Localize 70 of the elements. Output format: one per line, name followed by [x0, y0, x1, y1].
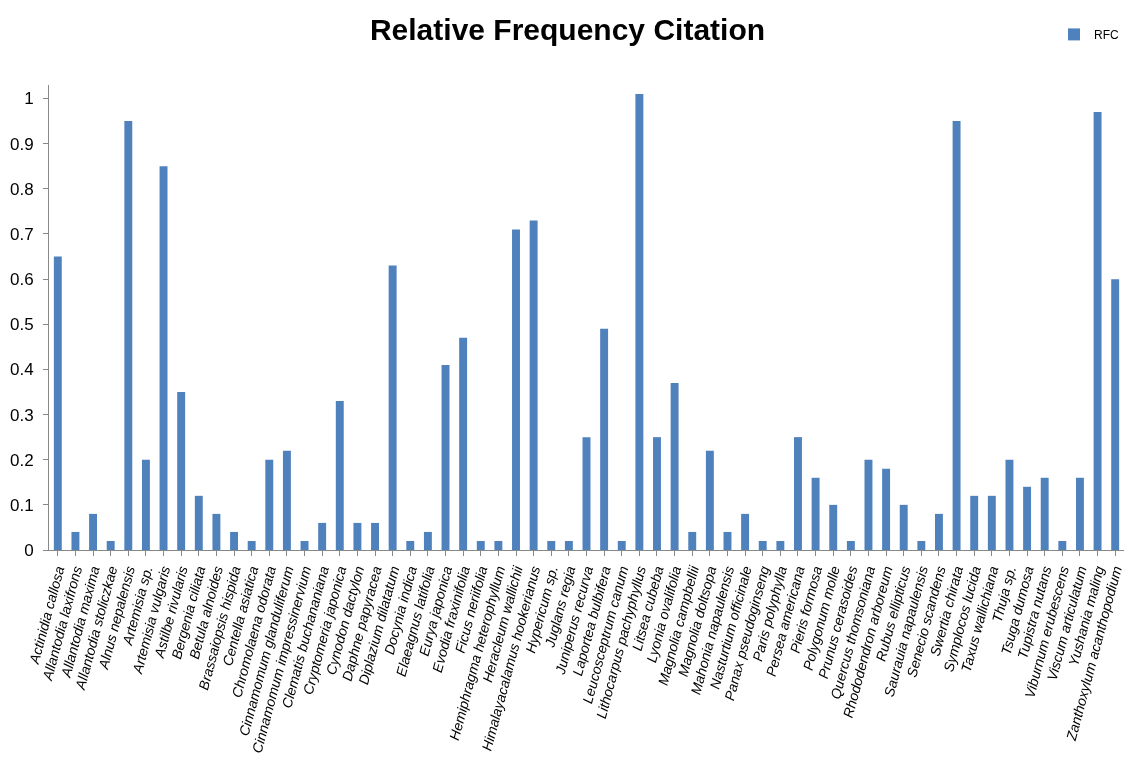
bar: [406, 540, 415, 550]
y-tick-label: 0.5: [9, 315, 34, 335]
bar: [159, 166, 168, 550]
bar: [371, 522, 379, 550]
y-tick-label: 0.1: [9, 495, 34, 515]
bar: [635, 94, 644, 550]
bar: [194, 495, 203, 550]
bar: [71, 531, 80, 550]
bar: [600, 328, 609, 550]
bar: [882, 468, 891, 550]
bar: [353, 522, 362, 550]
bar: [934, 513, 943, 550]
y-tick-label: 0.6: [9, 270, 34, 290]
bar: [1093, 112, 1102, 550]
bar: [459, 337, 468, 550]
bar: [917, 540, 926, 550]
bar: [1023, 486, 1032, 550]
bar: [106, 540, 115, 550]
bar: [776, 540, 785, 550]
bar: [758, 540, 767, 550]
bar: [1040, 477, 1049, 550]
bar: [282, 450, 291, 550]
bar: [124, 121, 133, 550]
y-tick-label: 0.3: [9, 405, 34, 425]
bar: [318, 522, 327, 550]
bar: [141, 459, 150, 550]
bar: [53, 256, 62, 550]
bar: [494, 540, 503, 550]
bar: [741, 513, 750, 550]
bar: [335, 401, 344, 550]
bar: [1075, 477, 1084, 550]
bar: [846, 540, 855, 550]
y-tick-label: 0.2: [9, 450, 34, 470]
bar: [705, 450, 714, 550]
bar: [811, 477, 820, 550]
bar: [688, 531, 697, 550]
bar: [899, 504, 908, 550]
bar: [794, 437, 802, 550]
bar: [670, 382, 679, 550]
bar: [547, 540, 556, 550]
bar: [177, 391, 186, 550]
bar: [512, 229, 520, 550]
y-tick-label: 0.4: [9, 360, 34, 380]
y-tick-label: 0.9: [9, 134, 34, 154]
legend-label: RFC: [1094, 28, 1119, 43]
bar: [987, 495, 996, 550]
bar: [300, 540, 309, 550]
bar: [388, 265, 397, 550]
y-tick-label: 1: [24, 89, 34, 109]
y-tick-label: 0.7: [9, 224, 34, 244]
bar: [564, 540, 573, 550]
bar: [829, 504, 838, 550]
bar: [265, 459, 274, 550]
bar: [970, 495, 979, 550]
bar: [952, 121, 961, 550]
bar: [230, 531, 239, 550]
y-tick-label: 0.8: [9, 179, 34, 199]
bar: [1111, 279, 1120, 550]
chart-title: Relative Frequency Citation: [369, 13, 766, 47]
bar: [1005, 459, 1014, 550]
bar: [89, 513, 98, 550]
bar: [653, 437, 661, 550]
bar: [529, 220, 538, 550]
bar: [423, 531, 432, 550]
bar: [1058, 540, 1067, 550]
bar: [617, 540, 626, 550]
bar: [476, 540, 485, 550]
bar: [212, 513, 221, 550]
bar: [247, 540, 256, 550]
y-tick-label: 0: [24, 540, 34, 560]
